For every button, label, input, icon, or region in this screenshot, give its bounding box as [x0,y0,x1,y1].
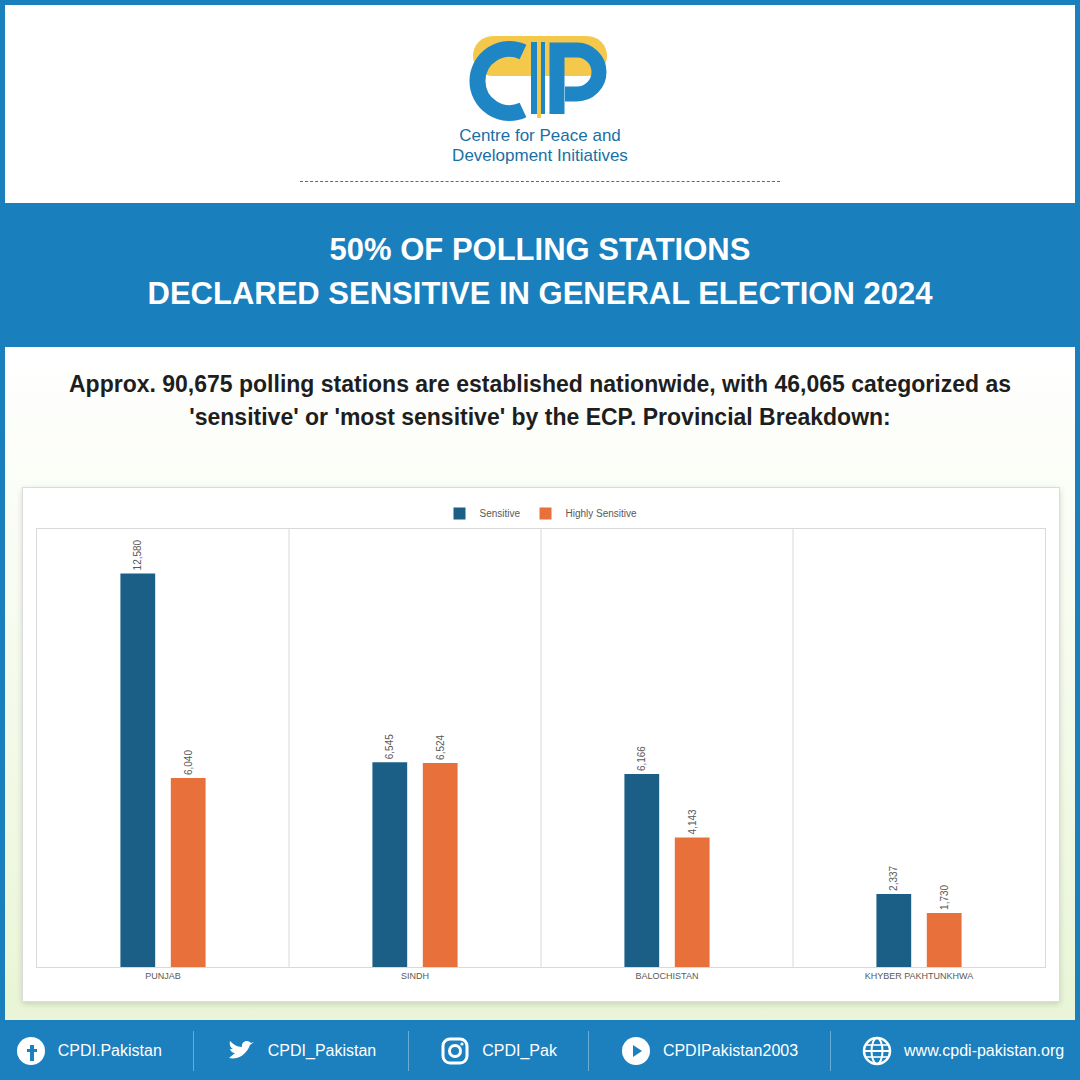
svg-text:6,040: 6,040 [183,750,194,775]
html-text:www.cpdi-pakistan.org: www.cpdi-pakistan.org [904,1042,1065,1059]
html-text:50% OF POLLING STATIONS DECLAR: 50% OF POLLING STATIONS DECLARED SENSITI… [147,232,933,311]
svg-text:Sensitive: Sensitive [480,508,521,519]
svg-text:6,545: 6,545 [384,734,395,759]
svg-text:6,166: 6,166 [636,746,647,771]
svg-text:KHYBER PAKHTUNKHWA: KHYBER PAKHTUNKHWA [865,971,974,981]
svg-text:6,524: 6,524 [435,734,446,759]
svg-text:SINDH: SINDH [401,971,429,981]
svg-text:2,337: 2,337 [888,865,899,890]
svg-text:4,143: 4,143 [687,809,698,834]
svg-text:Highly Sensitive: Highly Sensitive [566,508,638,519]
html-text:CPDIPakistan2003: CPDIPakistan2003 [662,1042,799,1059]
svg-text:1,730: 1,730 [939,884,950,909]
html-text:CPDI_Pakistan: CPDI_Pakistan [267,1042,377,1059]
html-text:CPDI.Pakistan: CPDI.Pakistan [57,1042,162,1059]
html-text:Approx. 90,675 polling station: Approx. 90,675 polling stations are esta… [69,371,1011,430]
svg-text:12,580: 12,580 [132,539,143,570]
svg-text:BALOCHISTAN: BALOCHISTAN [636,971,699,981]
svg-text:PUNJAB: PUNJAB [145,971,181,981]
html-text:CPDI_Pak: CPDI_Pak [482,1042,557,1059]
html-text:Centre for Peace and Developme: Centre for Peace and Development Initiat… [452,126,628,165]
